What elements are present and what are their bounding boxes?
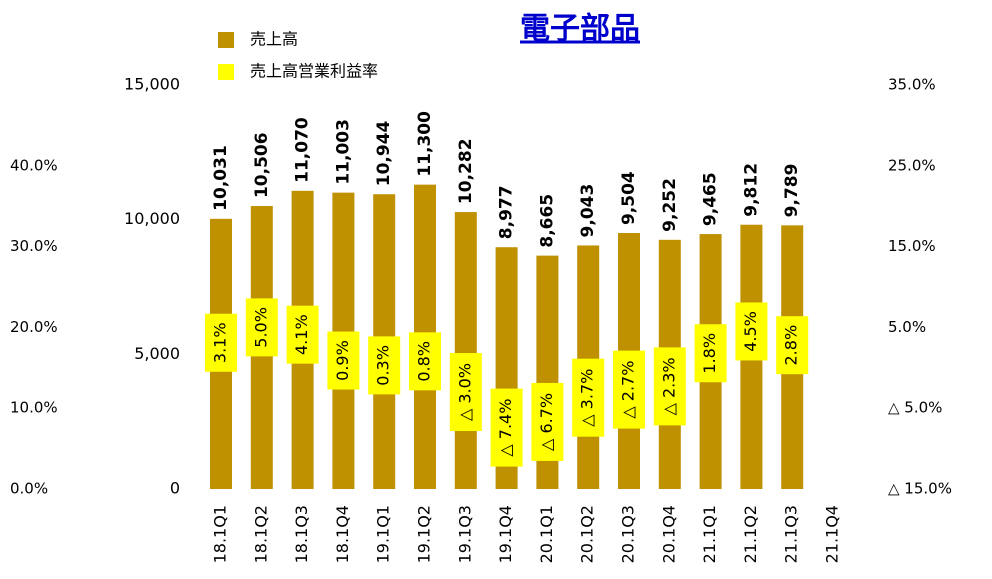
margin-label: 0.9% [333,340,352,381]
bar-value-label: 11,300 [415,111,435,177]
margin-label: 0.3% [374,345,393,386]
bar-value-label: 8,977 [497,185,517,239]
x-tick-label: 19.1Q1 [374,505,393,563]
y2-tick-label: △ 5.0% [888,399,942,417]
bar-value-label: 8,665 [537,194,557,248]
bar-value-label: 9,043 [578,184,598,238]
legend-label: 売上高 [250,30,298,49]
margin-label: △ 6.7% [537,393,556,451]
margin-box [368,336,401,395]
margin-label: 5.0% [251,307,270,348]
margin-box [613,350,645,429]
margin-label: 2.8% [782,325,801,366]
y3-tick-label: 40.0% [10,156,58,174]
x-tick-label: 18.1Q3 [292,505,311,563]
bar-value-label: 9,789 [782,164,802,218]
x-tick-label: 19.1Q2 [415,505,434,563]
margin-label: △ 3.7% [578,369,597,427]
y-tick-label: 5,000 [134,344,180,363]
margin-box [653,347,686,426]
bar-value-label: 11,003 [333,119,353,185]
x-tick-label: 21.1Q4 [823,505,842,563]
margin-box [531,382,564,461]
x-tick-label: 20.1Q1 [537,505,556,563]
margin-label: 4.5% [741,311,760,352]
bar-value-label: 10,031 [211,145,231,211]
bar-value-label: 9,465 [701,172,721,226]
y2-tick-label: 5.0% [888,318,926,336]
x-tick-label: 21.1Q1 [700,505,719,563]
x-tick-label: 20.1Q2 [578,505,597,563]
y2-tick-label: 25.0% [888,156,936,174]
y-tick-label: 15,000 [124,75,180,94]
bar-value-label: 9,252 [660,178,680,232]
y2-tick-label: 15.0% [888,237,936,255]
x-tick-label: 18.1Q2 [251,505,270,563]
bar [454,212,477,489]
bar-value-label: 11,070 [293,117,313,183]
margin-box [735,302,768,361]
y3-tick-label: 20.0% [10,318,58,336]
margin-box [409,332,441,391]
margin-box [694,324,727,383]
margin-box [449,353,482,432]
margin-label: 1.8% [700,333,719,374]
x-tick-label: 21.1Q2 [741,505,760,563]
margin-label: △ 2.3% [659,357,678,415]
legend-swatch [218,32,234,48]
y-tick-label: 10,000 [124,209,180,228]
legend-label: 売上高営業利益率 [250,62,378,81]
bar-value-label: 10,506 [252,132,272,198]
margin-box [205,313,237,372]
y-tick-label: 0 [170,479,180,498]
margin-label: △ 7.4% [496,399,515,457]
margin-label: 0.8% [415,341,434,382]
margin-box [572,358,605,437]
bar-value-label: 10,282 [456,138,476,204]
bar-value-label: 10,944 [374,120,394,186]
margin-label: △ 2.7% [619,361,638,419]
x-tick-label: 20.1Q3 [619,505,638,563]
y3-tick-label: 30.0% [10,237,58,255]
y3-tick-label: 0.0% [10,480,48,498]
y2-tick-label: 35.0% [888,76,936,94]
x-tick-label: 20.1Q4 [659,505,678,563]
margin-box [327,331,360,390]
x-tick-label: 19.1Q3 [455,505,474,563]
margin-label: 3.1% [211,322,230,363]
x-tick-label: 19.1Q4 [496,505,515,563]
margin-box [776,316,809,375]
margin-box [286,305,319,364]
bar-value-label: 9,504 [619,171,639,225]
margin-label: △ 3.0% [455,363,474,421]
chart-title: 電子部品 [520,12,640,47]
x-tick-label: 18.1Q1 [211,505,230,563]
bar-value-label: 9,812 [741,163,761,217]
legend-swatch [218,64,234,80]
margin-label: 4.1% [292,314,311,355]
margin-box [490,388,523,467]
margin-box [245,298,278,357]
x-tick-label: 18.1Q4 [333,505,352,563]
y2-tick-label: △ 15.0% [888,480,952,498]
y3-tick-label: 10.0% [10,399,58,417]
x-tick-label: 21.1Q3 [782,505,801,563]
